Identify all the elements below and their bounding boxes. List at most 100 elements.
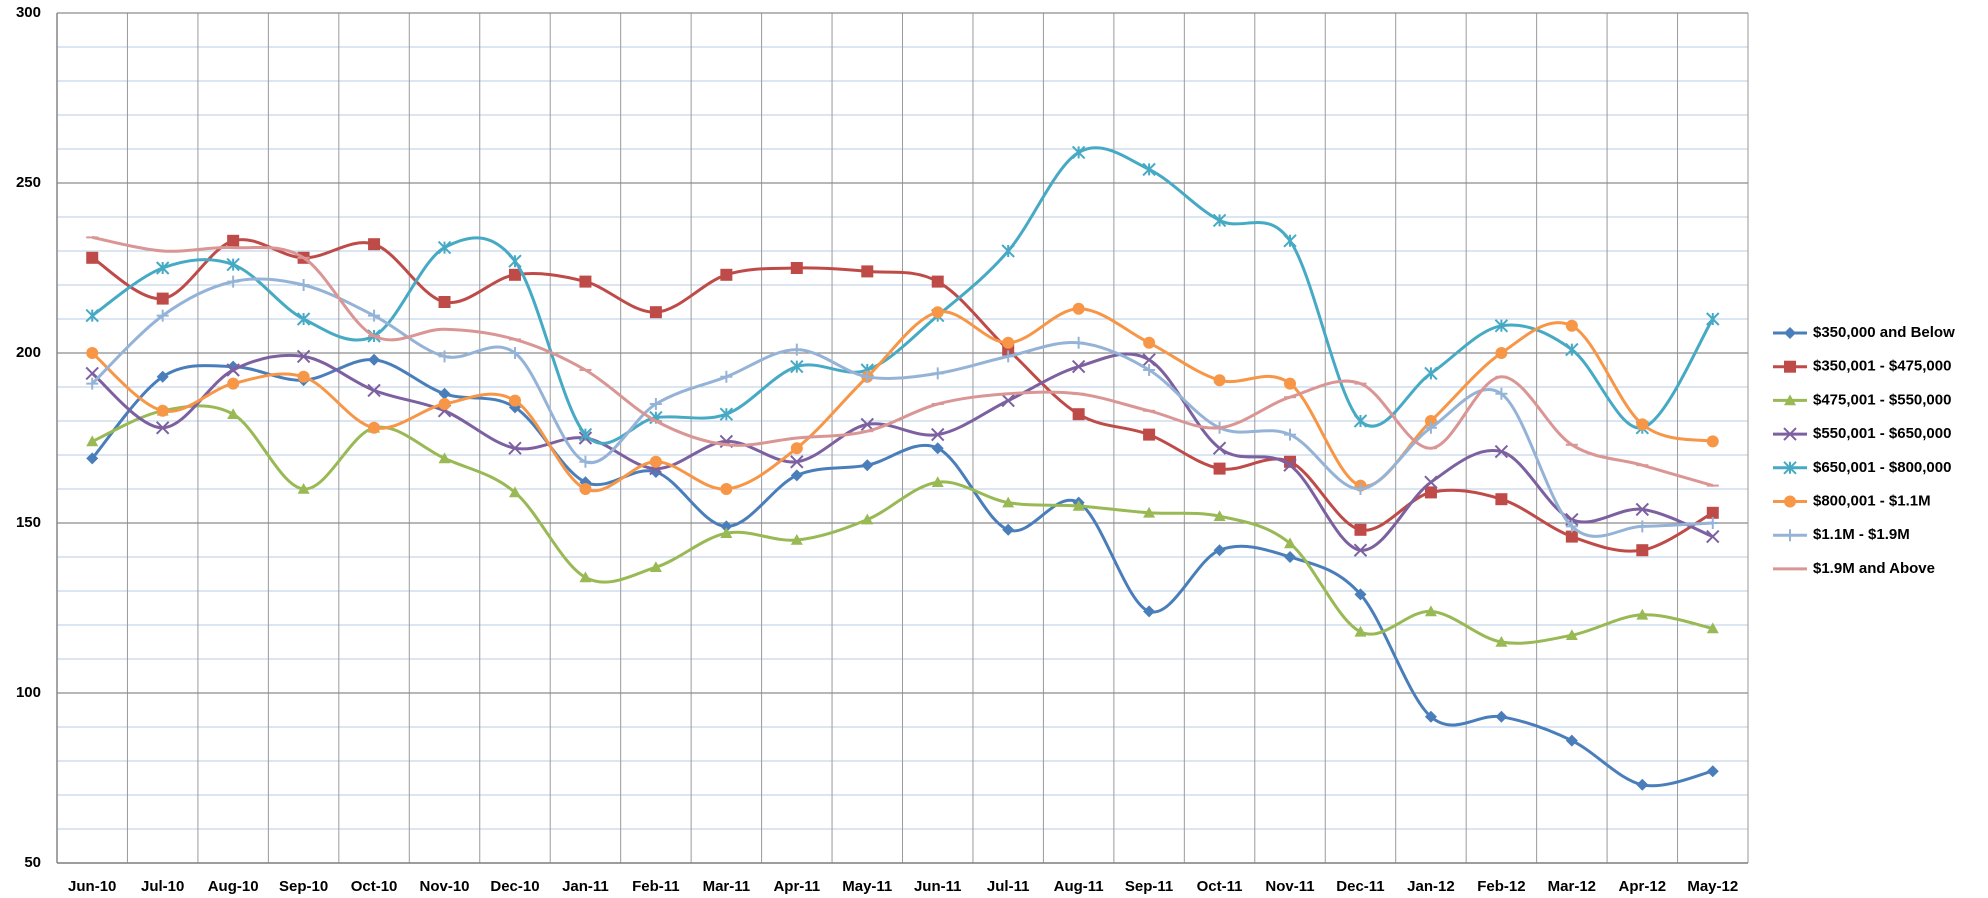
marker: [438, 452, 451, 464]
marker: [790, 534, 803, 545]
marker: [1213, 374, 1226, 387]
marker: [226, 257, 240, 272]
marker: [1213, 462, 1226, 475]
marker: [1002, 336, 1015, 349]
marker: [931, 275, 944, 288]
x-tick-label: Jan-12: [1407, 878, 1455, 895]
legend-label: $350,001 - $475,000: [1813, 358, 1951, 375]
x-tick-label: Jan-11: [562, 878, 609, 895]
marker: [227, 408, 240, 419]
marker: [1354, 483, 1367, 495]
marker: [438, 350, 451, 363]
marker: [1424, 366, 1438, 381]
marker: [508, 394, 521, 407]
marker: [1001, 393, 1015, 408]
legend-label: $1.9M and Above: [1813, 560, 1935, 577]
marker: [1495, 347, 1508, 359]
marker: [861, 459, 874, 472]
marker: [508, 254, 522, 268]
marker: [860, 417, 874, 432]
marker: [1565, 629, 1578, 640]
marker: [720, 483, 733, 495]
x-tick-label: Jun-11: [914, 878, 962, 895]
marker: [86, 452, 99, 465]
x-tick-label: May-12: [1687, 878, 1738, 895]
marker: [438, 296, 451, 308]
marker: [1072, 336, 1085, 349]
x-tick-label: Oct-10: [351, 878, 398, 895]
marker: [1706, 765, 1719, 778]
legend-marker: [1784, 495, 1796, 508]
marker: [1494, 444, 1509, 459]
marker: [438, 387, 451, 400]
x-tick-label: Dec-11: [1336, 878, 1384, 895]
marker: [931, 427, 945, 442]
marker: [1495, 387, 1508, 400]
marker: [508, 268, 521, 281]
marker: [1143, 506, 1156, 518]
marker: [297, 279, 310, 291]
marker: [1424, 710, 1437, 723]
marker: [1565, 319, 1578, 332]
marker: [1072, 500, 1085, 511]
marker: [508, 347, 521, 359]
marker: [790, 442, 803, 455]
marker: [227, 234, 240, 247]
marker: [1424, 605, 1437, 617]
x-tick-label: Aug-10: [208, 878, 259, 895]
marker: [368, 353, 381, 366]
series: [85, 145, 1720, 445]
marker: [1706, 622, 1719, 634]
marker: [1284, 551, 1297, 563]
marker: [1143, 428, 1156, 441]
marker: [85, 366, 99, 381]
marker: [1495, 636, 1508, 647]
marker: [297, 370, 310, 383]
x-tick-label: Sep-10: [279, 878, 328, 895]
marker: [437, 240, 452, 255]
marker: [1142, 162, 1156, 177]
marker: [1072, 302, 1085, 315]
marker: [931, 442, 944, 455]
series: [86, 235, 1719, 488]
marker: [1706, 435, 1719, 448]
marker: [1284, 428, 1297, 441]
marker: [1706, 529, 1720, 544]
marker: [1565, 734, 1578, 747]
marker: [579, 483, 592, 495]
marker: [931, 306, 944, 319]
marker: [1354, 523, 1367, 536]
legend-label: $650,001 - $800,000: [1813, 459, 1951, 476]
marker: [649, 561, 662, 572]
marker: [1284, 377, 1297, 390]
marker: [1354, 588, 1367, 601]
marker: [1424, 486, 1437, 499]
marker: [579, 275, 592, 288]
marker: [296, 312, 311, 326]
y-tick-label: 150: [16, 514, 41, 531]
marker: [790, 262, 803, 274]
marker: [1071, 359, 1086, 374]
series-line: [91, 235, 1714, 488]
marker: [1565, 520, 1578, 533]
marker: [1354, 625, 1367, 637]
marker: [1001, 244, 1015, 258]
marker: [1706, 312, 1720, 326]
x-tick-label: Feb-12: [1477, 878, 1525, 895]
marker: [226, 363, 240, 377]
series: [86, 302, 1719, 495]
marker: [86, 435, 99, 447]
x-tick-label: Dec-10: [490, 878, 539, 895]
marker: [1353, 414, 1368, 428]
marker: [1494, 319, 1509, 333]
legend-label: $800,001 - $1.1M: [1813, 492, 1931, 509]
marker: [1706, 506, 1719, 519]
marker: [579, 455, 592, 468]
marker: [368, 309, 381, 322]
marker: [1636, 608, 1649, 620]
marker: [1424, 475, 1438, 489]
marker: [861, 513, 874, 525]
y-tick-label: 100: [16, 684, 41, 701]
x-tick-label: Aug-11: [1054, 878, 1104, 895]
marker: [1142, 353, 1156, 367]
